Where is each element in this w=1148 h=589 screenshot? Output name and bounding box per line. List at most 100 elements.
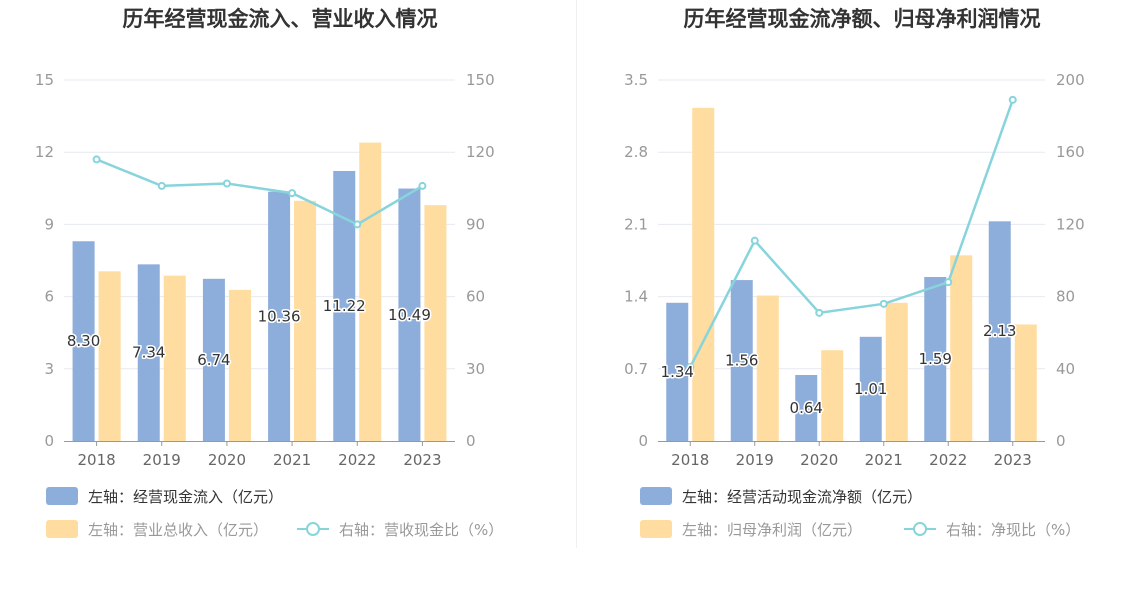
bar-blue bbox=[730, 280, 753, 441]
x-axis-tick-label: 2019 bbox=[736, 451, 774, 469]
right-axis-tick-label: 80 bbox=[1056, 288, 1075, 306]
left-axis-tick-label: 0 bbox=[638, 432, 648, 450]
right-axis-tick-label: 30 bbox=[466, 360, 485, 378]
x-axis-tick-label: 2020 bbox=[800, 451, 838, 469]
left-axis-tick-label: 6 bbox=[44, 288, 54, 306]
x-axis-tick-label: 2022 bbox=[929, 451, 967, 469]
legend-swatch bbox=[46, 487, 78, 505]
left-axis-tick-label: 9 bbox=[44, 215, 54, 233]
left-axis-tick-label: 15 bbox=[35, 71, 54, 89]
bar-data-label: 2.13 bbox=[983, 322, 1016, 340]
line-series bbox=[689, 99, 1014, 368]
line-point bbox=[288, 189, 297, 198]
right-axis-tick-label: 90 bbox=[466, 215, 485, 233]
x-axis-tick-label: 2018 bbox=[671, 451, 709, 469]
bar-data-label: 7.34 bbox=[132, 344, 165, 362]
right-axis-tick-label: 120 bbox=[466, 143, 495, 161]
line-point bbox=[418, 181, 427, 190]
chart-2: 历年经营现金流净额、归母净利润情况 0 0.7 1.4 2.1 2.8 3.5 0 40 80 12… bbox=[624, 7, 1085, 539]
bar-data-label: 1.34 bbox=[661, 363, 694, 381]
bar-data-label: 1.01 bbox=[854, 380, 887, 398]
legend-item-line[interactable]: 右轴：营收现金比（%） bbox=[297, 521, 503, 539]
bar-blue bbox=[795, 374, 818, 441]
right-axis-tick-label: 200 bbox=[1056, 71, 1085, 89]
bar-blue bbox=[202, 278, 225, 441]
x-axis-tick-label: 2018 bbox=[77, 451, 115, 469]
x-axis-tick-label: 2023 bbox=[994, 451, 1032, 469]
legend-item-line[interactable]: 右轴：净现比（%） bbox=[904, 521, 1080, 539]
line-point bbox=[944, 278, 953, 287]
right-axis-tick-label: 60 bbox=[466, 288, 485, 306]
chart-title: 历年经营现金流入、营业收入情况 bbox=[123, 7, 438, 31]
bar-yellow bbox=[228, 289, 251, 441]
legend-item-bar1[interactable]: 左轴：经营现金流入（亿元） bbox=[46, 487, 283, 506]
left-axis-tick-label: 2.8 bbox=[624, 143, 648, 161]
bar-blue bbox=[137, 264, 160, 441]
left-axis-tick-label: 0 bbox=[44, 432, 54, 450]
left-axis-tick-label: 3 bbox=[44, 360, 54, 378]
x-axis-tick-label: 2020 bbox=[208, 451, 246, 469]
legend-label: 左轴：经营活动现金流净额（亿元） bbox=[682, 488, 922, 506]
bar-blue bbox=[859, 336, 882, 441]
line-point bbox=[750, 236, 759, 245]
bar-yellow bbox=[950, 255, 973, 441]
right-axis-tick-label: 40 bbox=[1056, 360, 1075, 378]
bar-data-label: 0.64 bbox=[790, 399, 823, 417]
right-axis-tick-label: 160 bbox=[1056, 143, 1085, 161]
bar-yellow bbox=[692, 107, 715, 441]
line-point bbox=[157, 181, 166, 190]
bar-yellow bbox=[163, 275, 186, 441]
bar-yellow bbox=[98, 271, 121, 441]
bar-data-label: 11.22 bbox=[323, 297, 366, 315]
legend-swatch bbox=[640, 520, 672, 538]
legend-label: 右轴：净现比（%） bbox=[946, 521, 1080, 539]
left-axis-tick-label: 1.4 bbox=[624, 288, 648, 306]
line-point bbox=[1008, 95, 1017, 104]
bar-yellow bbox=[1014, 324, 1037, 441]
bar-blue bbox=[988, 221, 1011, 441]
line-point bbox=[815, 308, 824, 317]
panel-divider bbox=[576, 0, 577, 548]
bar-data-label: 10.49 bbox=[388, 306, 431, 324]
legend-label: 左轴：归母净利润（亿元） bbox=[682, 521, 862, 539]
legend-label: 左轴：营业总收入（亿元） bbox=[88, 521, 268, 539]
right-axis-tick-label: 120 bbox=[1056, 215, 1085, 233]
left-axis-tick-label: 3.5 bbox=[624, 71, 648, 89]
right-axis-tick-label: 0 bbox=[1056, 432, 1066, 450]
bar-yellow bbox=[885, 302, 908, 441]
bar-blue bbox=[72, 241, 95, 441]
legend-item-bar2[interactable]: 左轴：归母净利润（亿元） bbox=[640, 520, 862, 539]
legend-line-marker bbox=[913, 522, 927, 536]
bar-data-label: 8.30 bbox=[67, 332, 100, 350]
legend-item-bar2[interactable]: 左轴：营业总收入（亿元） bbox=[46, 520, 268, 539]
line-point bbox=[92, 155, 101, 164]
line-point bbox=[879, 299, 888, 308]
bar-yellow bbox=[424, 205, 447, 441]
legend-swatch bbox=[640, 487, 672, 505]
bar-yellow bbox=[359, 142, 382, 441]
bar-blue bbox=[268, 191, 291, 441]
bar-blue bbox=[666, 302, 689, 441]
legend-label: 右轴：营收现金比（%） bbox=[339, 521, 503, 539]
legend-item-bar1[interactable]: 左轴：经营活动现金流净额（亿元） bbox=[640, 487, 922, 506]
right-axis-tick-label: 0 bbox=[466, 432, 476, 450]
bar-yellow bbox=[294, 200, 317, 441]
bar-data-label: 1.59 bbox=[919, 350, 952, 368]
line-series bbox=[96, 158, 424, 226]
legend-swatch bbox=[46, 520, 78, 538]
bar-data-label: 1.56 bbox=[725, 352, 758, 370]
bar-blue bbox=[924, 277, 947, 441]
left-axis-tick-label: 0.7 bbox=[624, 360, 648, 378]
bar-yellow bbox=[821, 350, 844, 441]
bar-data-label: 10.36 bbox=[258, 307, 301, 325]
line-point bbox=[686, 362, 695, 371]
left-axis-tick-label: 2.1 bbox=[624, 215, 648, 233]
right-axis-tick-label: 150 bbox=[466, 71, 495, 89]
bar-blue bbox=[398, 188, 421, 441]
chart-1: 历年经营现金流入、营业收入情况0369121503060901201502018… bbox=[35, 7, 503, 539]
x-axis-tick-label: 2019 bbox=[143, 451, 181, 469]
x-axis-tick-label: 2023 bbox=[403, 451, 441, 469]
chart-title: 历年经营现金流净额、归母净利润情况 bbox=[684, 7, 1041, 31]
left-axis-tick-label: 12 bbox=[35, 143, 54, 161]
